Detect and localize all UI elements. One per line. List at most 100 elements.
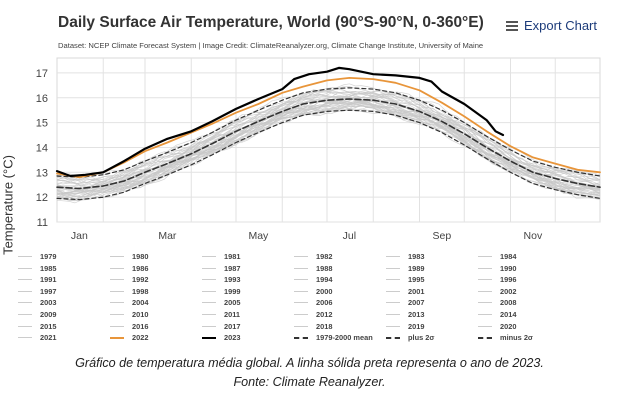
legend-label: 2008	[500, 298, 517, 308]
legend-item[interactable]: 2014	[478, 310, 516, 319]
legend-swatch	[478, 290, 492, 292]
legend-swatch	[386, 302, 400, 304]
legend-label: 1999	[224, 286, 241, 296]
caption-line-1: Gráfico de temperatura média global. A l…	[75, 356, 544, 370]
legend-label: 1982	[316, 252, 333, 261]
legend-swatch	[294, 314, 308, 315]
legend-swatch	[294, 325, 308, 327]
plot-area	[56, 57, 601, 223]
legend-item[interactable]: 1982	[294, 252, 332, 261]
legend-swatch	[18, 279, 32, 281]
legend-label: 2022	[132, 333, 149, 343]
legend-item[interactable]: 2011	[202, 310, 240, 319]
legend-item[interactable]: 1991	[18, 275, 56, 284]
legend-item[interactable]: 2013	[386, 310, 424, 319]
legend-swatch	[294, 336, 308, 339]
legend-swatch	[18, 290, 32, 292]
legend-label: 1988	[316, 263, 333, 273]
legend-item[interactable]: 1983	[386, 252, 424, 261]
legend-item[interactable]: 2020	[478, 322, 516, 331]
legend-swatch	[202, 302, 216, 304]
legend-item[interactable]: 1987	[202, 264, 240, 273]
legend-label: 1993	[224, 275, 241, 285]
legend-item[interactable]: plus 2σ	[386, 333, 434, 342]
legend-label: 1994	[316, 275, 333, 285]
legend-item[interactable]: 2016	[110, 322, 148, 331]
chart-title: Daily Surface Air Temperature, World (90…	[58, 14, 484, 31]
legend-label: 2004	[132, 298, 149, 308]
legend-item[interactable]: 1990	[478, 264, 516, 273]
legend-label: 2000	[316, 286, 333, 296]
legend-label: 2021	[40, 333, 57, 343]
x-tick-label-mar: Mar	[158, 230, 177, 242]
legend-item[interactable]: 2010	[110, 310, 148, 319]
legend-item[interactable]: 2006	[294, 298, 332, 307]
figure-caption: Gráfico de temperatura média global. A l…	[0, 354, 619, 392]
legend-item[interactable]: 1979	[18, 252, 56, 261]
legend-item[interactable]: 2001	[386, 287, 424, 296]
legend-item[interactable]: 1994	[294, 275, 332, 284]
legend-item[interactable]: 2021	[18, 333, 56, 342]
series-line-historical	[56, 99, 601, 200]
legend-item[interactable]: 1981	[202, 252, 240, 261]
x-tick-label-sep: Sep	[433, 230, 452, 242]
export-chart-button[interactable]: Export Chart	[506, 18, 597, 33]
legend-item[interactable]: 1998	[110, 287, 148, 296]
legend-item[interactable]: minus 2σ	[478, 333, 533, 342]
legend-item[interactable]: 2017	[202, 322, 240, 331]
series-line-2023	[55, 66, 505, 178]
legend-item[interactable]: 2015	[18, 322, 56, 331]
legend-item[interactable]: 2008	[478, 298, 516, 307]
legend-item[interactable]: 1984	[478, 252, 516, 261]
series-line-2022	[56, 77, 601, 179]
legend-item[interactable]: 1999	[202, 287, 240, 296]
legend-item[interactable]: 1996	[478, 275, 516, 284]
legend-swatch	[110, 290, 124, 292]
legend-item[interactable]: 1997	[18, 287, 56, 296]
legend-swatch	[386, 314, 400, 315]
legend-label: 1981	[224, 252, 241, 261]
legend-item[interactable]: 2000	[294, 287, 332, 296]
legend-label: 1987	[224, 263, 241, 273]
y-tick-label: 13	[36, 167, 48, 179]
legend-label: 1998	[132, 286, 149, 296]
legend-item[interactable]: 2005	[202, 298, 240, 307]
legend-item[interactable]: 2003	[18, 298, 56, 307]
legend-label: 2018	[316, 321, 333, 331]
series-line-historical	[56, 91, 601, 187]
legend-item[interactable]: 2007	[386, 298, 424, 307]
legend-swatch	[110, 279, 124, 281]
temperature-chart: 11 12 13 14 15 16 17 Jan Mar May Jul Sep Nov	[36, 57, 601, 242]
legend-swatch	[110, 267, 124, 269]
legend-item[interactable]: 1980	[110, 252, 148, 261]
legend-item[interactable]: 1986	[110, 264, 148, 273]
legend-item[interactable]: 1993	[202, 275, 240, 284]
legend-item[interactable]: 1995	[386, 275, 424, 284]
legend-item[interactable]: 2018	[294, 322, 332, 331]
legend-item[interactable]: 2012	[294, 310, 332, 319]
legend-label: 2019	[408, 321, 425, 331]
legend-swatch	[386, 336, 400, 339]
legend-label: 2002	[500, 286, 517, 296]
legend-swatch	[294, 290, 308, 292]
legend-item[interactable]: 1985	[18, 264, 56, 273]
legend-item[interactable]: 2022	[110, 333, 148, 342]
legend-item[interactable]: 2004	[110, 298, 148, 307]
legend-item[interactable]: 2019	[386, 322, 424, 331]
legend-swatch	[478, 336, 492, 339]
legend-item[interactable]: 1979-2000 mean	[294, 333, 373, 342]
legend-label: 2011	[224, 310, 241, 319]
legend-item[interactable]: 2002	[478, 287, 516, 296]
legend-label: 2001	[408, 286, 425, 296]
legend-item[interactable]: 2023	[202, 333, 240, 342]
legend-label: 1979	[40, 252, 57, 261]
series-line-minus-2sigma	[56, 109, 601, 201]
legend-swatch	[478, 302, 492, 304]
legend-item[interactable]: 1992	[110, 275, 148, 284]
legend-item[interactable]: 2009	[18, 310, 56, 319]
legend-item[interactable]: 1988	[294, 264, 332, 273]
legend-swatch	[202, 314, 216, 315]
legend-label: 2013	[408, 310, 425, 319]
menu-icon	[506, 20, 519, 31]
legend-item[interactable]: 1989	[386, 264, 424, 273]
